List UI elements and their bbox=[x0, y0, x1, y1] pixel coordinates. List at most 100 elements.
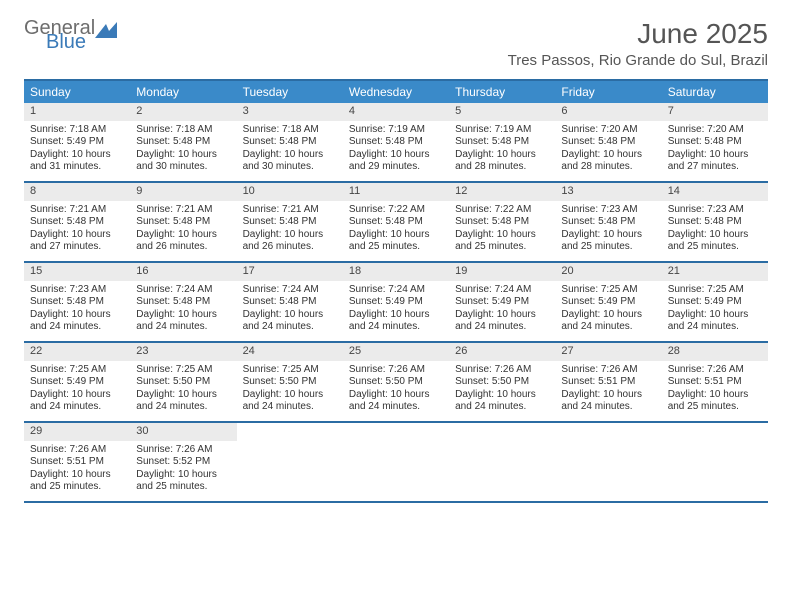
day-number: 2 bbox=[130, 103, 236, 121]
daylight-line: Daylight: 10 hours and 28 minutes. bbox=[455, 149, 549, 174]
day-cell: 14Sunrise: 7:23 AMSunset: 5:48 PMDayligh… bbox=[662, 183, 768, 261]
sunrise-line: Sunrise: 7:20 AM bbox=[668, 124, 762, 137]
day-cell bbox=[343, 423, 449, 501]
sunset-line: Sunset: 5:48 PM bbox=[30, 216, 124, 229]
day-body: Sunrise: 7:26 AMSunset: 5:51 PMDaylight:… bbox=[662, 361, 768, 418]
day-number: 8 bbox=[24, 183, 130, 201]
sunrise-line: Sunrise: 7:20 AM bbox=[561, 124, 655, 137]
day-body: Sunrise: 7:26 AMSunset: 5:50 PMDaylight:… bbox=[449, 361, 555, 418]
daylight-line: Daylight: 10 hours and 30 minutes. bbox=[243, 149, 337, 174]
day-cell: 10Sunrise: 7:21 AMSunset: 5:48 PMDayligh… bbox=[237, 183, 343, 261]
day-number: 17 bbox=[237, 263, 343, 281]
weekday-header: Saturday bbox=[662, 81, 768, 103]
daylight-line: Daylight: 10 hours and 24 minutes. bbox=[561, 389, 655, 414]
sunrise-line: Sunrise: 7:26 AM bbox=[668, 364, 762, 377]
sunrise-line: Sunrise: 7:22 AM bbox=[455, 204, 549, 217]
day-body: Sunrise: 7:24 AMSunset: 5:48 PMDaylight:… bbox=[130, 281, 236, 338]
sunrise-line: Sunrise: 7:26 AM bbox=[455, 364, 549, 377]
week-row: 22Sunrise: 7:25 AMSunset: 5:49 PMDayligh… bbox=[24, 343, 768, 423]
daylight-line: Daylight: 10 hours and 24 minutes. bbox=[243, 309, 337, 334]
day-cell: 26Sunrise: 7:26 AMSunset: 5:50 PMDayligh… bbox=[449, 343, 555, 421]
day-body: Sunrise: 7:26 AMSunset: 5:51 PMDaylight:… bbox=[555, 361, 661, 418]
day-number: 15 bbox=[24, 263, 130, 281]
day-cell: 4Sunrise: 7:19 AMSunset: 5:48 PMDaylight… bbox=[343, 103, 449, 181]
day-cell: 19Sunrise: 7:24 AMSunset: 5:49 PMDayligh… bbox=[449, 263, 555, 341]
day-body: Sunrise: 7:25 AMSunset: 5:49 PMDaylight:… bbox=[555, 281, 661, 338]
sunrise-line: Sunrise: 7:21 AM bbox=[136, 204, 230, 217]
day-cell: 16Sunrise: 7:24 AMSunset: 5:48 PMDayligh… bbox=[130, 263, 236, 341]
calendar: SundayMondayTuesdayWednesdayThursdayFrid… bbox=[24, 79, 768, 503]
day-body: Sunrise: 7:24 AMSunset: 5:49 PMDaylight:… bbox=[449, 281, 555, 338]
daylight-line: Daylight: 10 hours and 25 minutes. bbox=[136, 469, 230, 494]
sunrise-line: Sunrise: 7:19 AM bbox=[349, 124, 443, 137]
day-cell: 5Sunrise: 7:19 AMSunset: 5:48 PMDaylight… bbox=[449, 103, 555, 181]
sunrise-line: Sunrise: 7:25 AM bbox=[30, 364, 124, 377]
sunrise-line: Sunrise: 7:18 AM bbox=[243, 124, 337, 137]
day-body: Sunrise: 7:19 AMSunset: 5:48 PMDaylight:… bbox=[343, 121, 449, 178]
sunset-line: Sunset: 5:48 PM bbox=[455, 216, 549, 229]
sunset-line: Sunset: 5:51 PM bbox=[668, 376, 762, 389]
sunrise-line: Sunrise: 7:21 AM bbox=[243, 204, 337, 217]
day-body: Sunrise: 7:22 AMSunset: 5:48 PMDaylight:… bbox=[449, 201, 555, 258]
day-number: 28 bbox=[662, 343, 768, 361]
week-row: 1Sunrise: 7:18 AMSunset: 5:49 PMDaylight… bbox=[24, 103, 768, 183]
daylight-line: Daylight: 10 hours and 24 minutes. bbox=[455, 309, 549, 334]
sunset-line: Sunset: 5:49 PM bbox=[455, 296, 549, 309]
sunrise-line: Sunrise: 7:23 AM bbox=[30, 284, 124, 297]
day-number: 25 bbox=[343, 343, 449, 361]
day-cell: 6Sunrise: 7:20 AMSunset: 5:48 PMDaylight… bbox=[555, 103, 661, 181]
day-body: Sunrise: 7:23 AMSunset: 5:48 PMDaylight:… bbox=[24, 281, 130, 338]
sunrise-line: Sunrise: 7:24 AM bbox=[243, 284, 337, 297]
daylight-line: Daylight: 10 hours and 24 minutes. bbox=[668, 309, 762, 334]
sunrise-line: Sunrise: 7:24 AM bbox=[349, 284, 443, 297]
sunset-line: Sunset: 5:48 PM bbox=[561, 216, 655, 229]
day-body: Sunrise: 7:23 AMSunset: 5:48 PMDaylight:… bbox=[662, 201, 768, 258]
day-cell: 15Sunrise: 7:23 AMSunset: 5:48 PMDayligh… bbox=[24, 263, 130, 341]
day-number: 24 bbox=[237, 343, 343, 361]
day-number: 4 bbox=[343, 103, 449, 121]
sunset-line: Sunset: 5:49 PM bbox=[30, 136, 124, 149]
day-number: 9 bbox=[130, 183, 236, 201]
day-number: 16 bbox=[130, 263, 236, 281]
daylight-line: Daylight: 10 hours and 29 minutes. bbox=[349, 149, 443, 174]
weekday-header: Friday bbox=[555, 81, 661, 103]
sunset-line: Sunset: 5:51 PM bbox=[30, 456, 124, 469]
day-body: Sunrise: 7:19 AMSunset: 5:48 PMDaylight:… bbox=[449, 121, 555, 178]
week-row: 8Sunrise: 7:21 AMSunset: 5:48 PMDaylight… bbox=[24, 183, 768, 263]
sunset-line: Sunset: 5:52 PM bbox=[136, 456, 230, 469]
logo-text-blue: Blue bbox=[46, 32, 117, 52]
day-body: Sunrise: 7:26 AMSunset: 5:50 PMDaylight:… bbox=[343, 361, 449, 418]
sunset-line: Sunset: 5:48 PM bbox=[455, 136, 549, 149]
sunset-line: Sunset: 5:48 PM bbox=[668, 216, 762, 229]
sunset-line: Sunset: 5:49 PM bbox=[349, 296, 443, 309]
day-cell: 27Sunrise: 7:26 AMSunset: 5:51 PMDayligh… bbox=[555, 343, 661, 421]
day-number: 1 bbox=[24, 103, 130, 121]
day-cell: 7Sunrise: 7:20 AMSunset: 5:48 PMDaylight… bbox=[662, 103, 768, 181]
sunrise-line: Sunrise: 7:25 AM bbox=[243, 364, 337, 377]
daylight-line: Daylight: 10 hours and 24 minutes. bbox=[455, 389, 549, 414]
day-cell: 24Sunrise: 7:25 AMSunset: 5:50 PMDayligh… bbox=[237, 343, 343, 421]
sunset-line: Sunset: 5:48 PM bbox=[243, 136, 337, 149]
day-body: Sunrise: 7:20 AMSunset: 5:48 PMDaylight:… bbox=[662, 121, 768, 178]
day-body: Sunrise: 7:21 AMSunset: 5:48 PMDaylight:… bbox=[237, 201, 343, 258]
day-number: 11 bbox=[343, 183, 449, 201]
weekday-header: Monday bbox=[130, 81, 236, 103]
daylight-line: Daylight: 10 hours and 27 minutes. bbox=[30, 229, 124, 254]
day-cell: 25Sunrise: 7:26 AMSunset: 5:50 PMDayligh… bbox=[343, 343, 449, 421]
day-body: Sunrise: 7:26 AMSunset: 5:52 PMDaylight:… bbox=[130, 441, 236, 498]
day-number: 27 bbox=[555, 343, 661, 361]
sunset-line: Sunset: 5:50 PM bbox=[455, 376, 549, 389]
sunrise-line: Sunrise: 7:25 AM bbox=[561, 284, 655, 297]
day-number: 22 bbox=[24, 343, 130, 361]
day-body: Sunrise: 7:24 AMSunset: 5:49 PMDaylight:… bbox=[343, 281, 449, 338]
day-number: 14 bbox=[662, 183, 768, 201]
day-cell: 9Sunrise: 7:21 AMSunset: 5:48 PMDaylight… bbox=[130, 183, 236, 261]
sunset-line: Sunset: 5:48 PM bbox=[30, 296, 124, 309]
day-body: Sunrise: 7:25 AMSunset: 5:50 PMDaylight:… bbox=[130, 361, 236, 418]
day-number: 30 bbox=[130, 423, 236, 441]
day-number: 21 bbox=[662, 263, 768, 281]
daylight-line: Daylight: 10 hours and 24 minutes. bbox=[30, 389, 124, 414]
day-body: Sunrise: 7:18 AMSunset: 5:49 PMDaylight:… bbox=[24, 121, 130, 178]
day-body: Sunrise: 7:18 AMSunset: 5:48 PMDaylight:… bbox=[130, 121, 236, 178]
daylight-line: Daylight: 10 hours and 25 minutes. bbox=[561, 229, 655, 254]
